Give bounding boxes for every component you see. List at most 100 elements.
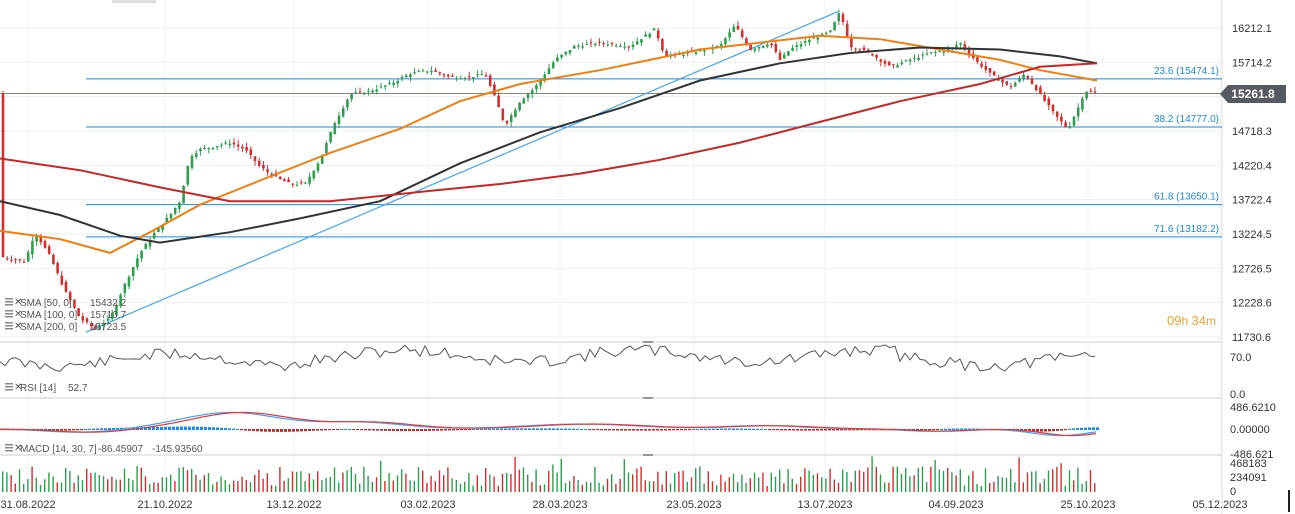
candle-body bbox=[1068, 126, 1072, 128]
volume-bar bbox=[858, 470, 861, 492]
candle-body bbox=[505, 121, 509, 124]
candle-body bbox=[312, 170, 316, 179]
macd-hist-bar bbox=[1048, 429, 1051, 432]
macd-hist-bar bbox=[548, 428, 551, 430]
macd-hist-bar bbox=[188, 426, 191, 430]
volume-bar bbox=[165, 477, 168, 492]
volume-bar bbox=[98, 474, 100, 492]
volume-bar bbox=[506, 472, 508, 492]
macd-hist-bar bbox=[1036, 429, 1039, 432]
volume-bar bbox=[86, 468, 88, 492]
candle-body bbox=[766, 44, 769, 47]
candle-body bbox=[824, 32, 828, 34]
menu-icon bbox=[5, 298, 13, 300]
volume-bar bbox=[837, 482, 840, 492]
volume-bar bbox=[476, 475, 478, 492]
macd-hist-bar bbox=[684, 429, 687, 431]
sma-line bbox=[0, 62, 1098, 203]
volume-bar bbox=[749, 478, 751, 492]
macd-hist-bar bbox=[128, 427, 131, 430]
candle-body bbox=[509, 115, 513, 123]
sma-line bbox=[0, 46, 1098, 244]
macd-hist-bar bbox=[1076, 428, 1079, 430]
fibonacci-levels[interactable]: 23.6 (15474.1) 38.2 (14777.0) 61.8 (13650.… bbox=[0, 66, 1222, 238]
candle-body bbox=[308, 176, 311, 184]
volume-bar bbox=[871, 456, 873, 492]
macd-hist-bar bbox=[768, 429, 771, 431]
macd-hist-bar bbox=[264, 429, 267, 432]
volume-bar bbox=[275, 485, 277, 492]
macd-hist-bar bbox=[1084, 427, 1087, 430]
macd-hist-bar bbox=[632, 429, 635, 431]
volume-bar bbox=[1026, 472, 1029, 492]
macd-hist-bar bbox=[1032, 429, 1035, 432]
date-tick: 13.12.2022 bbox=[266, 499, 321, 511]
menu-icon bbox=[5, 444, 13, 446]
volume-bar bbox=[653, 481, 655, 492]
volume-bar bbox=[615, 483, 617, 492]
macd-hist-bar bbox=[776, 429, 779, 431]
volume-bar bbox=[220, 476, 222, 492]
volume-bar bbox=[346, 470, 348, 492]
macd-hist-bar bbox=[700, 428, 703, 430]
menu-icon bbox=[5, 310, 13, 312]
macd-hist-bar bbox=[184, 426, 187, 430]
trend-line[interactable] bbox=[85, 11, 839, 333]
candle-body bbox=[795, 45, 799, 47]
candle-body bbox=[446, 74, 450, 77]
macd-hist-bar bbox=[716, 428, 719, 430]
macd-legend-value: -86.45907 bbox=[98, 444, 143, 455]
candle-body bbox=[459, 78, 463, 80]
macd-hist-bar bbox=[180, 426, 183, 430]
candle-body bbox=[547, 68, 551, 75]
candle-body bbox=[518, 102, 521, 111]
macd-hist-bar bbox=[572, 428, 575, 430]
macd-hist-bar bbox=[856, 429, 859, 431]
candle-body bbox=[959, 43, 962, 45]
candle-body bbox=[64, 281, 68, 292]
candle-body bbox=[329, 132, 332, 143]
macd-hist-bar bbox=[284, 429, 287, 432]
candle-body bbox=[346, 99, 349, 108]
macd-hist-bar bbox=[56, 429, 59, 431]
macd-hist-bar bbox=[428, 429, 431, 431]
candle-body bbox=[1043, 94, 1046, 101]
volume-panel: 468183 234091 0 bbox=[2, 456, 1267, 498]
candle-body bbox=[560, 54, 563, 58]
volume-bar bbox=[14, 483, 16, 492]
candle-body bbox=[31, 241, 34, 255]
volume-bar bbox=[258, 469, 260, 492]
candle-body bbox=[241, 146, 244, 149]
volume-bar bbox=[627, 472, 630, 492]
candle-body bbox=[287, 179, 290, 183]
macd-hist-bar bbox=[484, 428, 487, 430]
candle-body bbox=[375, 89, 379, 92]
candle-body bbox=[829, 30, 832, 32]
candle-body bbox=[606, 44, 610, 46]
macd-hist-bar bbox=[68, 429, 71, 431]
macd-hist-bar bbox=[416, 429, 419, 432]
macd-hist-bar bbox=[1080, 427, 1083, 430]
macd-hist-bar bbox=[620, 429, 623, 431]
candle-body bbox=[119, 294, 122, 305]
candle-body bbox=[1005, 81, 1009, 85]
candle-body bbox=[127, 276, 131, 287]
volume-bar bbox=[102, 475, 105, 492]
volume-bar bbox=[779, 469, 781, 492]
volume-bar bbox=[636, 468, 638, 492]
candle-body bbox=[467, 76, 471, 78]
macd-hist-bar bbox=[800, 429, 803, 431]
menu-icon bbox=[5, 313, 13, 315]
macd-hist-bar bbox=[796, 429, 799, 431]
sma-lines bbox=[0, 34, 1098, 254]
macd-hist-bar bbox=[668, 429, 671, 431]
candle-countdown: 09h 34m bbox=[1167, 313, 1216, 328]
rsi-panel: 70.0 0.0 bbox=[0, 344, 1251, 401]
macd-hist-bar bbox=[100, 428, 103, 430]
volume-bar bbox=[157, 482, 159, 492]
macd-hist-bar bbox=[88, 428, 91, 430]
menu-icon bbox=[5, 325, 13, 327]
candle-body bbox=[1018, 78, 1021, 82]
macd-hist-bar bbox=[1092, 427, 1095, 430]
